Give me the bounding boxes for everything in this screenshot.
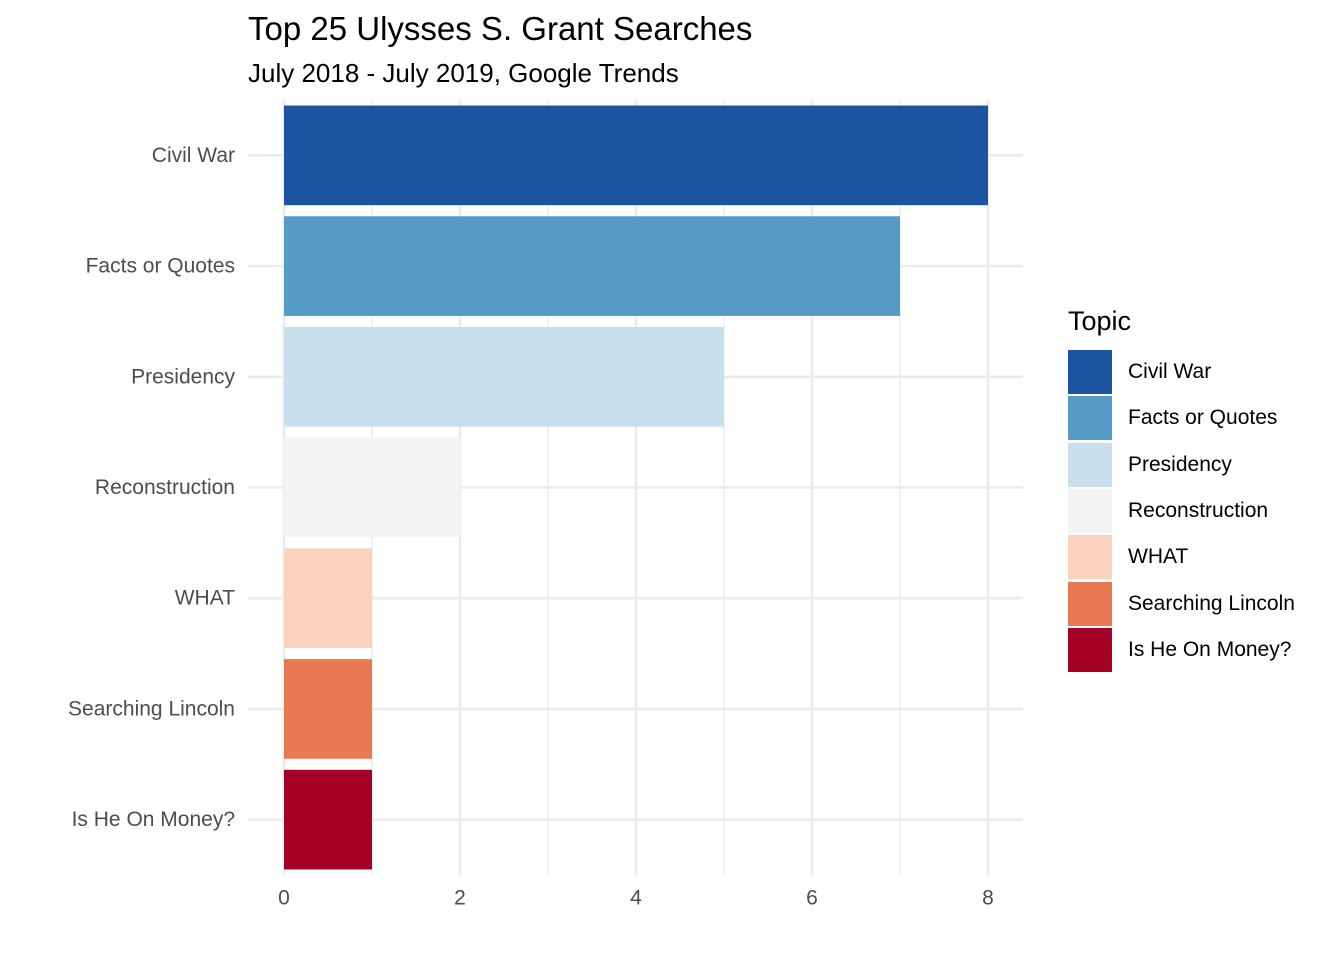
legend-swatch <box>1068 350 1112 395</box>
bar-reconstruction <box>284 437 460 538</box>
legend-title: Topic <box>1068 306 1132 336</box>
x-tick-label: 0 <box>278 887 290 910</box>
y-tick-label: Facts or Quotes <box>86 255 235 278</box>
bar-presidency <box>284 326 724 427</box>
y-tick-label: Is He On Money? <box>72 808 235 831</box>
y-axis-labels: Civil War Facts or Quotes Presidency Recons… <box>68 144 235 831</box>
bar-facts-or-quotes <box>284 216 900 316</box>
x-tick-label: 2 <box>454 887 466 910</box>
x-axis-labels: 0 2 4 6 8 <box>278 887 994 910</box>
legend-item: Is He On Money? <box>1068 627 1295 673</box>
y-tick-label: Reconstruction <box>95 476 235 499</box>
bar-is-he-on-money <box>284 769 372 870</box>
legend-items: Civil War Facts or Quotes Presidency Recons… <box>1068 349 1295 673</box>
x-tick-label: 6 <box>806 887 818 910</box>
legend-label: Reconstruction <box>1128 499 1269 523</box>
legend-item: Facts or Quotes <box>1068 395 1295 441</box>
legend: Topic Civil War Facts or Quotes Presidency… <box>1068 306 1295 673</box>
legend-item: Presidency <box>1068 442 1295 488</box>
legend-item: WHAT <box>1068 534 1295 580</box>
legend-swatch <box>1068 489 1112 534</box>
chart-subtitle: July 2018 - July 2019, Google Trends <box>248 58 679 88</box>
legend-swatch <box>1068 627 1112 672</box>
y-tick-label: Searching Lincoln <box>68 697 235 720</box>
x-tick-label: 4 <box>630 887 642 910</box>
chart-title: Top 25 Ulysses S. Grant Searches <box>248 10 753 47</box>
bar-civil-war <box>284 105 988 206</box>
legend-swatch <box>1068 535 1112 580</box>
bar-searching-lincoln <box>284 659 372 759</box>
legend-swatch <box>1068 442 1112 487</box>
y-tick-label: Presidency <box>131 365 235 388</box>
legend-swatch <box>1068 396 1112 441</box>
legend-label: Is He On Money? <box>1128 637 1292 661</box>
legend-item: Reconstruction <box>1068 488 1295 534</box>
legend-item: Searching Lincoln <box>1068 580 1295 626</box>
y-tick-label: Civil War <box>152 144 235 167</box>
legend-label: Presidency <box>1128 452 1232 476</box>
legend-label: Civil War <box>1128 360 1212 384</box>
legend-swatch <box>1068 581 1112 626</box>
bar-what <box>284 548 372 649</box>
legend-label: Facts or Quotes <box>1128 406 1278 430</box>
legend-item: Civil War <box>1068 349 1295 395</box>
y-tick-label: WHAT <box>175 587 235 610</box>
legend-label: WHAT <box>1128 545 1189 569</box>
bars <box>284 105 988 870</box>
legend-label: Searching Lincoln <box>1128 591 1295 615</box>
x-tick-label: 8 <box>982 887 994 910</box>
